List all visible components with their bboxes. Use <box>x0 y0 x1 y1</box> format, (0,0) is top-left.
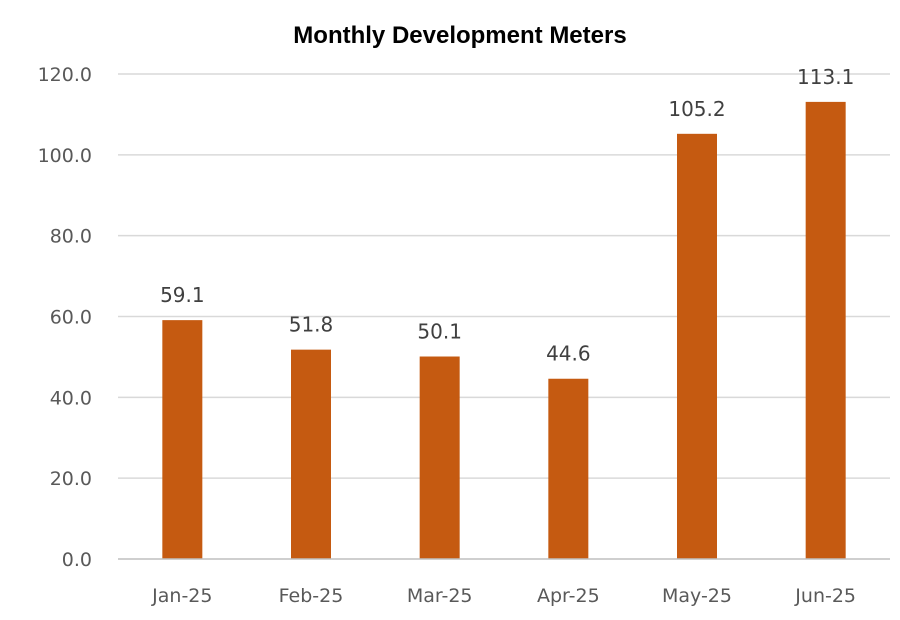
y-tick-label: 60.0 <box>50 307 92 329</box>
y-tick-label: 40.0 <box>50 387 92 409</box>
bar <box>162 320 203 559</box>
data-label: 105.2 <box>668 97 725 121</box>
bar <box>548 378 589 559</box>
x-tick-label: May-25 <box>662 585 732 607</box>
y-tick-label: 100.0 <box>38 145 92 167</box>
y-tick-label: 20.0 <box>50 468 92 490</box>
bar <box>805 101 846 559</box>
data-label: 113.1 <box>797 65 854 89</box>
data-label: 44.6 <box>546 342 591 366</box>
x-tick-label: Feb-25 <box>279 585 344 607</box>
data-label: 51.8 <box>289 313 334 337</box>
y-tick-label: 80.0 <box>50 226 92 248</box>
data-label: 50.1 <box>417 320 462 344</box>
data-labels: 59.1 51.8 50.1 44.6 105.2 113.1 <box>160 65 854 366</box>
bar <box>419 356 460 559</box>
y-axis: 0.0 20.0 40.0 60.0 80.0 100.0 120.0 <box>38 64 92 571</box>
x-axis: Jan-25 Feb-25 Mar-25 Apr-25 May-25 Jun-25 <box>118 558 890 607</box>
bars <box>162 101 846 560</box>
y-tick-label: 0.0 <box>62 549 92 571</box>
bar <box>291 349 331 559</box>
x-tick-label: Apr-25 <box>537 585 600 607</box>
x-tick-label: Jan-25 <box>151 585 212 607</box>
y-tick-label: 120.0 <box>38 64 92 86</box>
bar <box>677 133 717 560</box>
chart-title: Monthly Development Meters <box>293 22 626 49</box>
gridlines <box>118 73 890 479</box>
x-tick-label: Jun-25 <box>794 585 856 607</box>
x-tick-label: Mar-25 <box>407 585 473 607</box>
data-label: 59.1 <box>160 283 205 307</box>
